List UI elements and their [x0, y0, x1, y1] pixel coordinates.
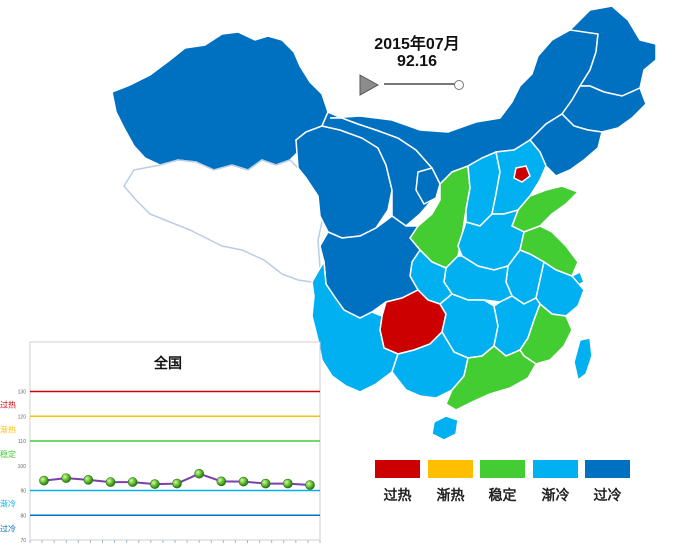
legend-swatch — [480, 460, 525, 478]
legend-item: 过冷 — [585, 460, 633, 505]
data-point[interactable] — [238, 476, 249, 487]
data-point[interactable] — [127, 477, 138, 487]
region-xizang[interactable] — [123, 159, 323, 283]
region-taiwan[interactable] — [573, 337, 593, 382]
data-point[interactable] — [172, 478, 182, 489]
index-value: 92.16 — [396, 53, 438, 70]
timeline-slider-track[interactable] — [384, 83, 458, 85]
zone-label: 渐冷 — [0, 499, 16, 509]
legend-item: 稳定 — [480, 460, 528, 505]
y-tick-label: 130 — [18, 390, 27, 396]
data-point[interactable] — [39, 475, 49, 486]
region-hainan[interactable] — [431, 415, 459, 441]
legend-label: 渐冷 — [541, 487, 570, 503]
legend-swatch — [585, 460, 630, 478]
legend-label: 过冷 — [593, 487, 622, 503]
y-tick-label: 120 — [18, 414, 27, 420]
region-ningxia[interactable] — [415, 167, 441, 205]
data-point[interactable] — [61, 473, 71, 483]
timeline-slider-knob[interactable] — [454, 80, 464, 90]
chart-title: 全国 — [153, 355, 182, 371]
zone-label: 过热 — [0, 400, 16, 410]
data-point[interactable] — [260, 478, 271, 489]
legend-swatch — [375, 460, 420, 478]
data-point[interactable] — [216, 476, 227, 487]
china-map — [111, 5, 657, 441]
data-point[interactable] — [150, 479, 160, 489]
y-tick-label: 110 — [18, 439, 26, 445]
region-beijing[interactable] — [513, 165, 531, 183]
data-point[interactable] — [305, 480, 315, 490]
zone-label: 过冷 — [0, 523, 16, 533]
legend-label: 渐热 — [436, 487, 465, 503]
zone-label: 稳定 — [0, 449, 16, 459]
data-point[interactable] — [83, 475, 94, 485]
legend-item: 渐热 — [428, 460, 476, 505]
legend-swatch — [533, 460, 578, 478]
legend: 过热 渐热 稳定 渐冷 过冷 — [375, 460, 635, 504]
legend-label: 稳定 — [488, 487, 517, 503]
legend-item: 过热 — [375, 460, 423, 505]
legend-item: 渐冷 — [533, 460, 581, 505]
y-tick-label: 90 — [20, 489, 26, 495]
play-icon[interactable] — [359, 74, 379, 96]
zone-label: 渐热 — [0, 424, 16, 434]
data-point[interactable] — [105, 477, 116, 487]
legend-label: 过热 — [383, 487, 412, 503]
legend-swatch — [428, 460, 473, 478]
region-guangdong[interactable] — [445, 345, 537, 411]
y-tick-label: 70 — [20, 538, 26, 544]
data-point[interactable] — [194, 468, 204, 479]
region-fujian[interactable] — [519, 302, 573, 365]
y-tick-label: 80 — [20, 513, 26, 519]
date-label: 2015年07月 — [374, 36, 460, 53]
region-xinjiang[interactable] — [111, 31, 329, 171]
y-tick-label: 100 — [18, 464, 27, 470]
data-point[interactable] — [283, 478, 293, 489]
